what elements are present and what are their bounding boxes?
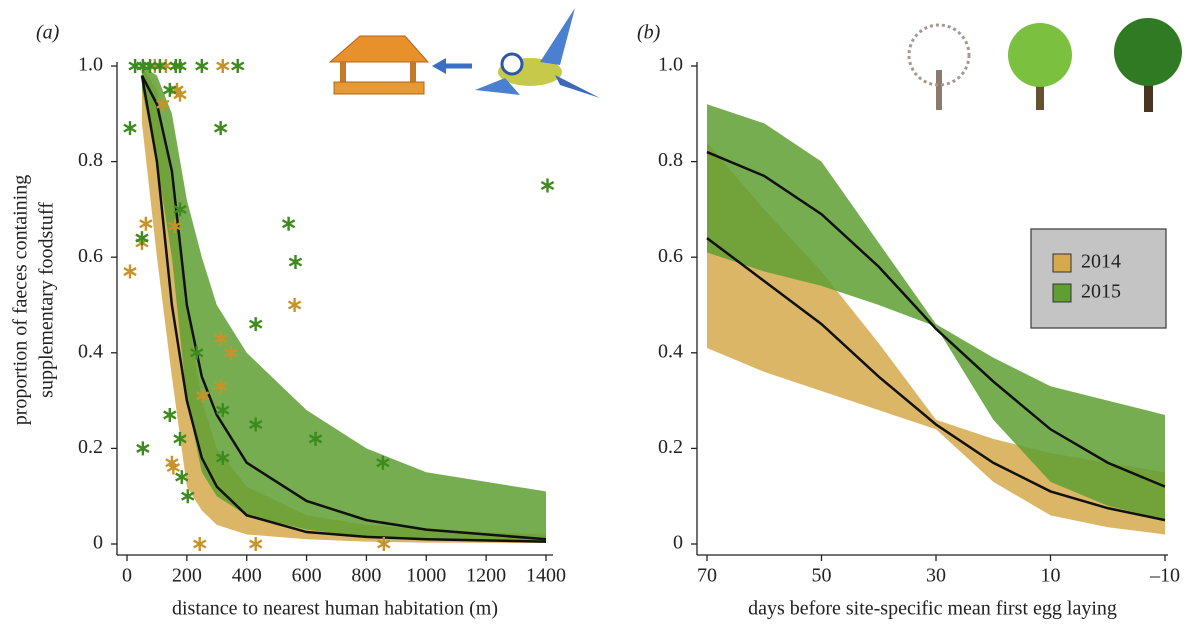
point	[173, 431, 187, 446]
x-tick-label: 1400	[526, 565, 566, 587]
point	[136, 441, 150, 456]
point	[128, 59, 142, 73]
x-tick-label: –10	[1149, 565, 1180, 587]
point	[173, 59, 187, 73]
point	[287, 298, 302, 312]
x-axis-label: days before site-specific mean first egg…	[748, 598, 1117, 620]
point	[213, 121, 228, 136]
y-tick-label: 0	[673, 532, 683, 554]
trees-icon	[907, 18, 1182, 112]
point	[168, 219, 182, 234]
y-tick-label: 0.2	[658, 436, 683, 458]
x-tick-label: 30	[926, 565, 946, 587]
x-tick-label: 1200	[466, 565, 506, 587]
point	[540, 178, 555, 193]
legend-box	[1030, 228, 1167, 329]
x-axis-label: distance to nearest human habitation (m)	[172, 598, 498, 620]
point	[216, 450, 230, 465]
x-tick-label: 800	[351, 565, 381, 587]
feeder-icon	[328, 35, 430, 95]
point	[163, 407, 177, 422]
legend-label: 2014	[1081, 251, 1121, 273]
x-tick-label: 70	[697, 565, 717, 587]
x-tick-label: 200	[172, 565, 202, 587]
arrow-icon	[432, 58, 472, 74]
y-tick-label: 0.8	[658, 149, 683, 171]
point	[181, 489, 195, 504]
point	[249, 537, 263, 551]
point	[216, 59, 230, 73]
x-tick-label: 1000	[406, 565, 446, 587]
y-tick-label: 0.2	[78, 436, 103, 458]
x-tick-label: 600	[292, 565, 322, 587]
x-tick-label: 10	[1041, 565, 1061, 587]
bird-icon	[475, 8, 600, 98]
point	[213, 331, 228, 346]
point	[224, 345, 238, 360]
y-tick-label: 0.8	[78, 149, 103, 171]
legend-swatch	[1052, 283, 1072, 303]
point	[173, 202, 187, 217]
point	[123, 264, 137, 279]
y-tick-label: 0.4	[78, 340, 103, 362]
point	[281, 216, 296, 231]
point	[193, 537, 207, 551]
y-tick-label: 1.0	[658, 54, 683, 76]
x-tick-label: 400	[232, 565, 262, 587]
y-tick-label: 0.6	[78, 245, 103, 267]
legend-label: 2015	[1081, 281, 1121, 303]
point	[135, 231, 149, 246]
point	[163, 82, 177, 97]
point	[231, 59, 245, 73]
point	[139, 216, 153, 231]
point	[288, 254, 303, 269]
point	[308, 431, 323, 446]
x-tick-label: 50	[812, 565, 832, 587]
panel-label: (a)	[36, 22, 60, 44]
fit-line	[140, 74, 547, 541]
y-axis-label: supplementary foodstuff	[36, 202, 58, 398]
point	[195, 59, 209, 73]
point	[377, 537, 391, 551]
y-tick-label: 0.6	[658, 245, 683, 267]
panel-label: (b)	[637, 22, 661, 44]
point	[376, 455, 390, 470]
point	[249, 417, 263, 432]
y-tick-label: 0.4	[658, 340, 683, 362]
point	[190, 345, 204, 360]
point	[175, 470, 189, 485]
confidence-band	[707, 104, 1165, 521]
point	[249, 317, 263, 332]
fit-line	[140, 75, 547, 543]
y-tick-label: 0	[93, 532, 103, 554]
point	[166, 460, 181, 475]
legend-swatch	[1052, 253, 1072, 273]
point	[123, 121, 137, 136]
y-tick-label: 1.0	[78, 54, 103, 76]
point	[153, 59, 167, 73]
point	[213, 379, 228, 394]
confidence-band	[141, 66, 546, 543]
y-axis-label: proportion of faeces containing	[10, 175, 32, 425]
point	[156, 97, 170, 112]
point	[196, 388, 210, 403]
x-tick-label: 0	[122, 565, 132, 587]
fit-line	[706, 150, 1166, 488]
fit-line	[706, 237, 1166, 522]
point	[216, 403, 230, 418]
